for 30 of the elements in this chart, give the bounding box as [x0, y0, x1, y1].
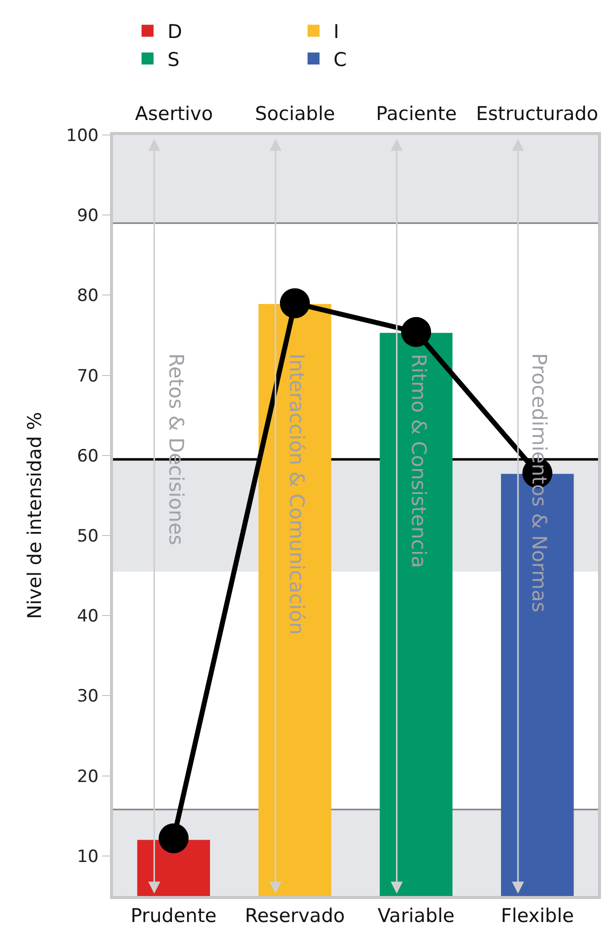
y-tick-label: 10	[76, 846, 99, 867]
legend-label: S	[168, 48, 180, 71]
x-tick-label: Flexible	[500, 904, 574, 927]
annotation: Interacción & Comunicación	[285, 353, 310, 635]
annotation: Procedimientos & Normas	[528, 352, 552, 612]
y-tick-label: 90	[76, 206, 99, 226]
text: Sociable	[255, 103, 336, 125]
y-tick-label: 20	[76, 766, 99, 787]
legend-label: I	[334, 21, 340, 44]
y-tick-label: 40	[76, 606, 99, 627]
y-tick-label: 50	[76, 526, 99, 546]
annotation: Retos & Decisiones	[164, 353, 188, 546]
text: Estructurado	[476, 103, 598, 125]
point	[158, 823, 189, 854]
legend-label: C	[334, 48, 347, 71]
point	[401, 317, 432, 348]
y-axis-title: Nivel de intensidad %	[24, 412, 46, 620]
point	[280, 288, 310, 318]
x-tick-label: Variable	[378, 904, 455, 927]
text: Asertivo	[135, 103, 213, 125]
x-tick-label: Reservado	[244, 904, 345, 927]
x-tick-label: Prudente	[130, 904, 217, 927]
y-tick-label: 30	[76, 686, 99, 707]
text: Paciente	[376, 103, 457, 125]
y-tick-label: 70	[76, 366, 99, 386]
y-tick-label: 60	[76, 446, 99, 466]
annotation: Ritmo & Consistencia	[406, 354, 431, 568]
legend-label: D	[168, 21, 182, 44]
y-tick-label: 80	[76, 286, 99, 306]
y-tick-label: 100	[66, 126, 99, 146]
